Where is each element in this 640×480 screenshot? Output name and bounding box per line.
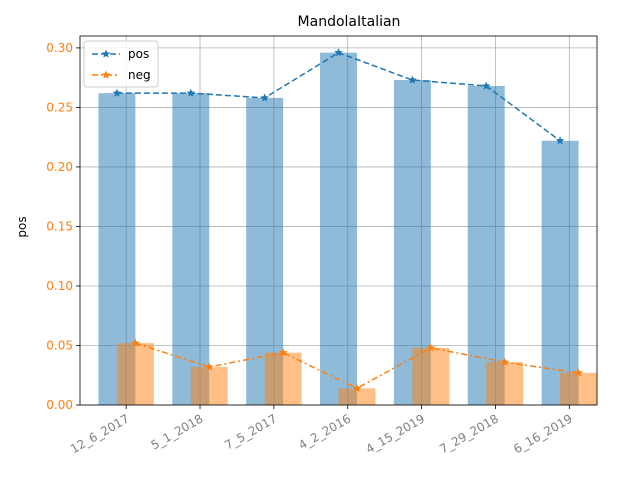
y-tick-label: 0.05 — [46, 338, 73, 352]
legend-marker-pos — [101, 49, 111, 58]
plot-frame — [79, 35, 598, 406]
x-tick-label: 4_15_2019 — [363, 411, 427, 456]
y-tick-label: 0.00 — [46, 398, 73, 412]
x-tick-label: 12_6_2017 — [68, 411, 132, 456]
neg-point — [204, 362, 214, 371]
pos-point — [408, 75, 417, 84]
neg-bar — [190, 366, 228, 405]
neg-bar — [264, 352, 302, 405]
y-tick-label: 0.20 — [46, 160, 73, 174]
x-tick-label: 7_5_2017 — [222, 411, 279, 452]
legend-label-neg: neg — [128, 68, 151, 82]
x-tick-label: 4_2_2016 — [296, 411, 353, 452]
neg-bar — [116, 343, 154, 405]
x-tick-label: 6_16_2019 — [511, 411, 575, 456]
series-lines — [112, 48, 583, 392]
pos-point — [481, 81, 491, 90]
legend-label-pos: pos — [128, 47, 149, 61]
legend: pos neg — [83, 40, 159, 88]
y-tick-label: 0.15 — [46, 219, 73, 233]
neg-bar — [338, 388, 376, 405]
y-axis-label: pos — [15, 216, 29, 237]
chart-title: MandolaItalian — [298, 14, 401, 30]
legend-marker-neg — [101, 70, 111, 79]
x-tick-label: 7_29_2018 — [437, 411, 501, 456]
pos-bar — [467, 85, 505, 406]
bars — [98, 52, 597, 406]
neg-bar — [486, 362, 524, 405]
y-tick-label: 0.25 — [46, 100, 73, 114]
neg-point — [574, 368, 583, 377]
pos-point — [555, 136, 565, 145]
neg-point — [500, 357, 509, 366]
pos-bar — [172, 93, 210, 405]
pos-point — [186, 88, 196, 97]
neg-bar — [412, 347, 450, 405]
neg-bar — [560, 372, 597, 405]
pos-bar — [541, 140, 579, 405]
x-tick-label: 5_1_2018 — [148, 411, 205, 452]
neg-point — [131, 338, 140, 347]
y-tick-label: 0.10 — [46, 279, 73, 293]
pos-point — [112, 88, 122, 97]
neg-point — [278, 348, 288, 357]
pos-point — [334, 48, 343, 57]
neg-point — [352, 383, 362, 392]
pos-point — [260, 93, 269, 102]
neg-point — [426, 343, 436, 352]
y-tick-label: 0.30 — [46, 41, 73, 55]
pos-bar — [320, 52, 357, 405]
